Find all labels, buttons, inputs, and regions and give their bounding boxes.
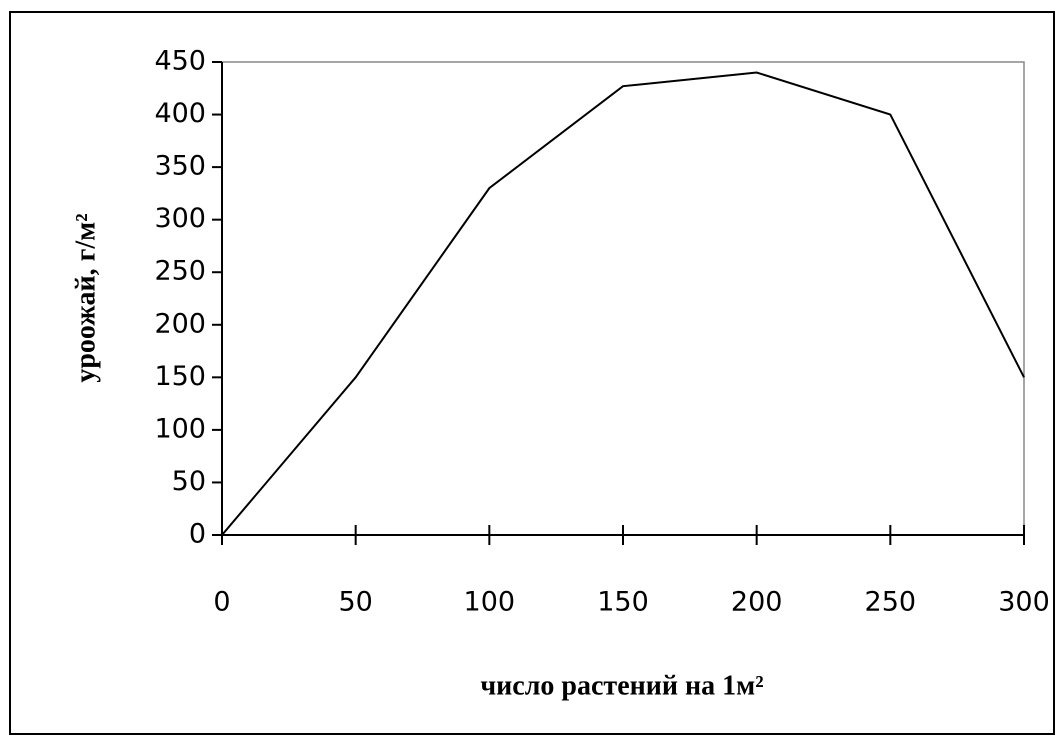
x-tick-label: 300	[998, 587, 1050, 618]
data-line	[221, 71, 1025, 536]
x-tick-label: 150	[597, 587, 649, 618]
x-tick-label: 200	[731, 587, 783, 618]
y-tick-label: 50	[172, 466, 206, 497]
x-tick-label: 0	[213, 587, 230, 618]
y-tick-label: 350	[154, 151, 206, 182]
y-tick-label: 450	[154, 46, 206, 77]
x-tick-label: 250	[865, 587, 917, 618]
y-tick-label: 0	[189, 519, 206, 550]
y-tick-label: 400	[154, 98, 206, 129]
chart-border	[9, 11, 1055, 735]
y-tick-label: 250	[154, 256, 206, 287]
y-tick-label: 300	[154, 203, 206, 234]
y-tick-label: 150	[154, 361, 206, 392]
x-tick-label: 50	[338, 587, 372, 618]
y-axis-label: уроожай, г/м²	[70, 213, 101, 382]
x-tick-label: 100	[464, 587, 516, 618]
x-axis-label: число растений на 1м²	[480, 670, 763, 701]
y-tick-label: 100	[154, 413, 206, 444]
y-tick-label: 200	[154, 308, 206, 339]
